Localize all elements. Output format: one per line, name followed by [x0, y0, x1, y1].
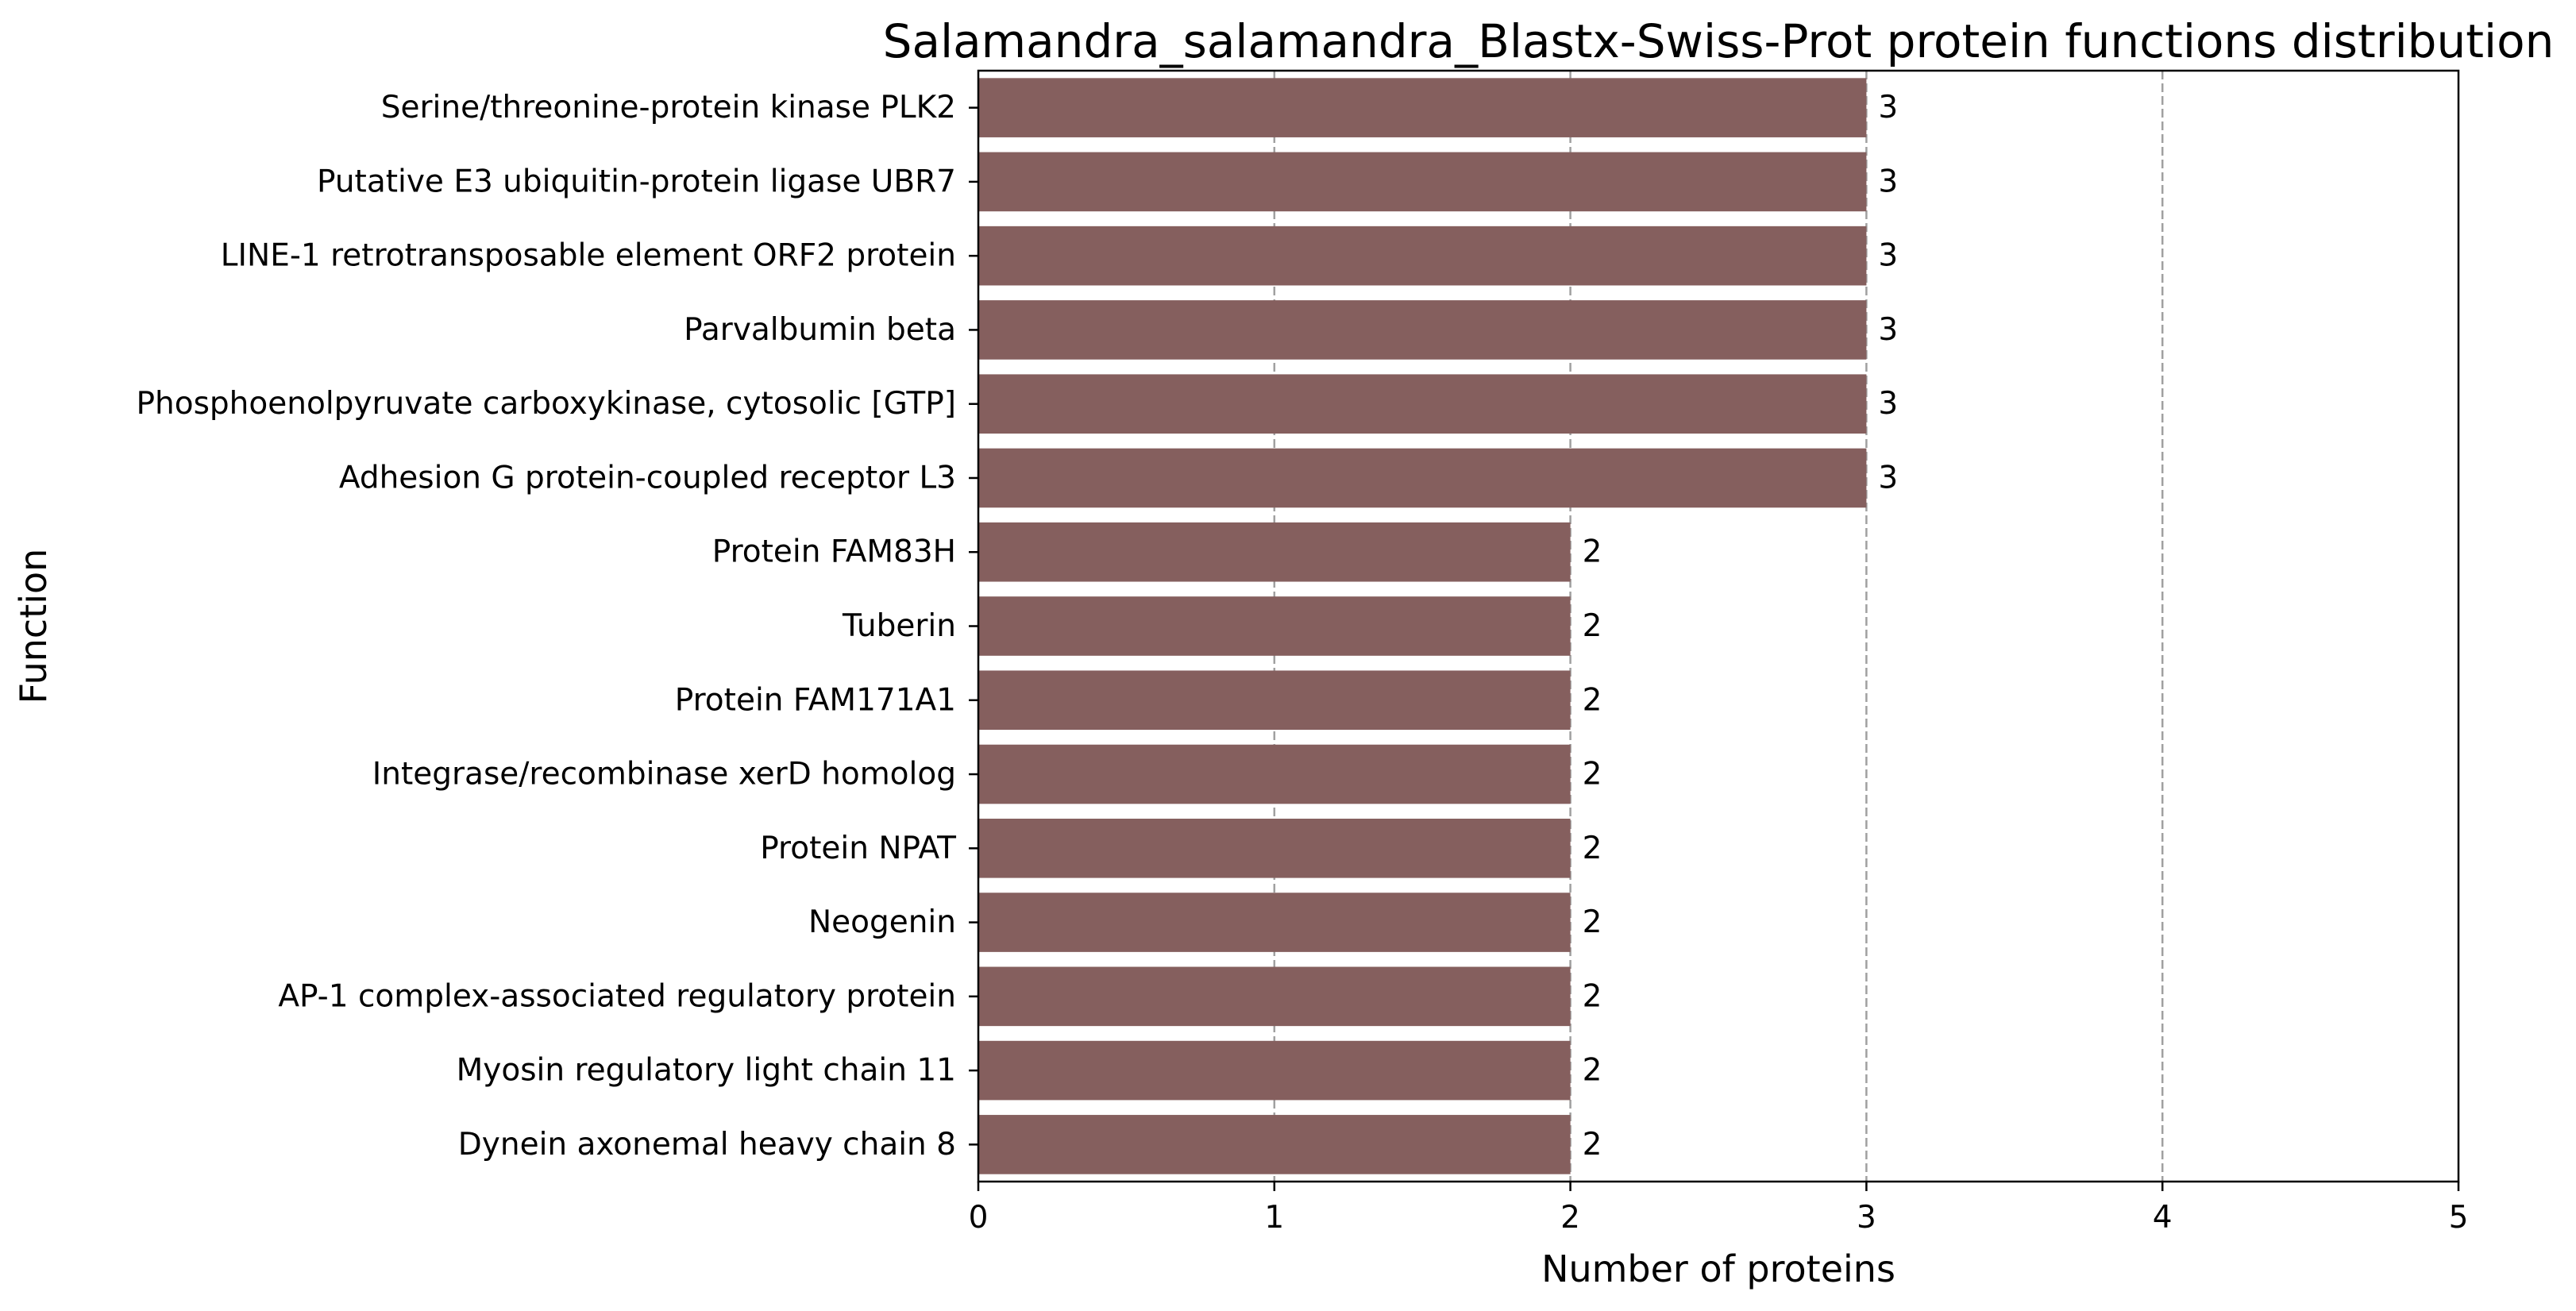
bar-value-label: 2: [1583, 682, 1602, 718]
bar: [978, 78, 1867, 137]
bar: [978, 1040, 1571, 1101]
y-tick-label: Putative E3 ubiquitin-protein ligase UBR…: [317, 164, 956, 199]
bar-value-label: 3: [1878, 238, 1898, 274]
bar-value-label: 3: [1878, 386, 1898, 422]
y-tick-label: Myosin regulatory light chain 11: [457, 1053, 956, 1089]
bar: [978, 744, 1571, 804]
bar-value-label: 3: [1878, 164, 1898, 199]
x-tick-label: 5: [2449, 1200, 2469, 1236]
y-axis-ticks: Serine/threonine-protein kinase PLK2 Puta…: [137, 90, 978, 1163]
y-tick-label: LINE-1 retrotransposable element ORF2 pr…: [221, 238, 956, 274]
x-tick-label: 2: [1560, 1200, 1580, 1236]
bar-value-label: 3: [1878, 460, 1898, 495]
y-tick-label: Phosphoenolpyruvate carboxykinase, cytos…: [137, 386, 956, 422]
y-tick-label: Protein NPAT: [760, 831, 956, 866]
y-tick-label: Serine/threonine-protein kinase PLK2: [381, 90, 956, 125]
bar: [978, 522, 1571, 582]
bar: [978, 226, 1867, 286]
y-tick-label: Protein FAM171A1: [675, 682, 956, 718]
y-tick-label: Integrase/recombinase xerD homolog: [372, 757, 956, 792]
bar: [978, 596, 1571, 656]
bar: [978, 893, 1571, 952]
bar: [978, 1115, 1571, 1174]
bar-value-label: 2: [1583, 978, 1602, 1014]
y-tick-label: Protein FAM83H: [712, 534, 956, 570]
bar: [978, 152, 1867, 212]
x-tick-label: 3: [1857, 1200, 1876, 1236]
bar-value-label: 2: [1583, 534, 1602, 570]
y-tick-label: Dynein axonemal heavy chain 8: [458, 1127, 956, 1163]
x-tick-label: 1: [1264, 1200, 1284, 1236]
bar-value-label: 3: [1878, 90, 1898, 125]
bar-value-label: 2: [1583, 608, 1602, 644]
bar-value-label: 2: [1583, 904, 1602, 940]
bars: [978, 78, 1867, 1174]
bar-value-label: 2: [1583, 757, 1602, 792]
y-tick-label: Adhesion G protein-coupled receptor L3: [339, 460, 956, 495]
x-axis-ticks: 0 1 2 3 4 5: [969, 1182, 2469, 1236]
x-tick-label: 4: [2153, 1200, 2173, 1236]
bar: [978, 300, 1867, 360]
y-tick-label: Neogenin: [808, 904, 956, 940]
y-axis-label: Function: [12, 549, 55, 704]
bar-value-label: 2: [1583, 831, 1602, 866]
x-axis-label: Number of proteins: [1541, 1247, 1895, 1290]
y-tick-label: Parvalbumin beta: [684, 312, 956, 348]
y-tick-label: AP-1 complex-associated regulatory prote…: [278, 978, 956, 1014]
chart-title: Salamandra_salamandra_Blastx-Swiss-Prot …: [883, 14, 2555, 68]
bar: [978, 374, 1867, 434]
x-tick-label: 0: [969, 1200, 989, 1236]
bar: [978, 966, 1571, 1027]
bar: [978, 448, 1867, 508]
bar-value-label: 2: [1583, 1127, 1602, 1163]
bar: [978, 670, 1571, 731]
bar-value-labels: 3 3 3 3 3 3 2 2 2 2 2 2 2 2 2: [1583, 90, 1899, 1163]
bar-value-label: 3: [1878, 312, 1898, 348]
y-tick-label: Tuberin: [842, 608, 956, 644]
bar: [978, 818, 1571, 878]
bar-value-label: 2: [1583, 1053, 1602, 1089]
